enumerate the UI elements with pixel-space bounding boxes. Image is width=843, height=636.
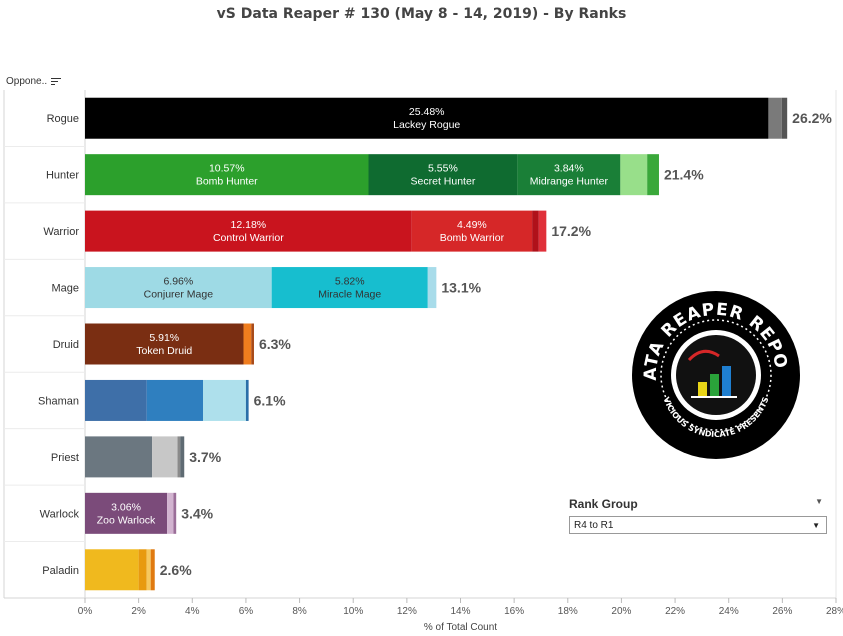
bar-segment[interactable] bbox=[85, 492, 168, 534]
bar-segment[interactable] bbox=[146, 549, 151, 591]
segment-value-label: 5.82% bbox=[335, 276, 365, 288]
rank-group-filter: Rank Group ▼ R4 to R1 ▼ bbox=[569, 497, 827, 534]
x-tick-label: 16% bbox=[504, 606, 524, 617]
bar-segment[interactable] bbox=[177, 436, 181, 478]
category-label-shaman: Shaman bbox=[38, 395, 79, 407]
bar-segment[interactable] bbox=[411, 210, 533, 252]
chart-title: vS Data Reaper # 130 (May 8 - 14, 2019) … bbox=[216, 6, 627, 22]
rank-group-value: R4 to R1 bbox=[574, 519, 614, 531]
x-tick-label: 4% bbox=[185, 606, 200, 617]
bar-segment[interactable] bbox=[152, 436, 178, 478]
bar-segment[interactable] bbox=[173, 492, 177, 534]
bar-segment[interactable] bbox=[138, 549, 147, 591]
bar-segment[interactable] bbox=[517, 154, 621, 196]
x-tick-label: 10% bbox=[343, 606, 363, 617]
category-label-warlock: Warlock bbox=[40, 508, 80, 520]
segment-value-label: 10.57% bbox=[209, 163, 245, 175]
category-label-paladin: Paladin bbox=[42, 565, 79, 577]
segment-value-label: 5.91% bbox=[149, 332, 179, 344]
bar-segment[interactable] bbox=[368, 154, 518, 196]
segment-archetype-label: Midrange Hunter bbox=[530, 176, 609, 188]
bar-segment[interactable] bbox=[85, 379, 147, 421]
data-reaper-logo: DATA REAPER REPORT VICIOUS SYNDICATE PRE… bbox=[631, 290, 800, 459]
bar-segment[interactable] bbox=[781, 97, 788, 139]
sort-descending-icon[interactable] bbox=[51, 77, 62, 86]
bar-total-label: 6.3% bbox=[259, 336, 291, 352]
category-label-warrior: Warrior bbox=[43, 226, 79, 238]
segment-archetype-label: Zoo Warlock bbox=[97, 514, 156, 526]
x-tick-label: 24% bbox=[719, 606, 739, 617]
x-tick-label: 20% bbox=[611, 606, 631, 617]
x-tick-label: 28% bbox=[826, 606, 843, 617]
segment-value-label: 25.48% bbox=[409, 106, 445, 118]
segment-archetype-label: Miracle Mage bbox=[318, 289, 381, 301]
segment-archetype-label: Secret Hunter bbox=[411, 176, 476, 188]
bar-segment[interactable] bbox=[271, 267, 428, 309]
bar-total-label: 13.1% bbox=[441, 280, 481, 296]
bar-total-label: 17.2% bbox=[551, 223, 591, 239]
bar-segment[interactable] bbox=[251, 323, 254, 365]
category-label-hunter: Hunter bbox=[46, 170, 79, 182]
bar-total-label: 3.7% bbox=[189, 449, 221, 465]
segment-archetype-label: Token Druid bbox=[136, 345, 192, 357]
bar-segment[interactable] bbox=[167, 492, 174, 534]
column-header-label: Oppone.. bbox=[6, 76, 48, 87]
x-tick-label: 12% bbox=[397, 606, 417, 617]
x-tick-label: 14% bbox=[450, 606, 470, 617]
bar-segment[interactable] bbox=[85, 549, 139, 591]
bar-segment[interactable] bbox=[150, 549, 155, 591]
segment-archetype-label: Lackey Rogue bbox=[393, 119, 460, 131]
rank-group-label: Rank Group bbox=[569, 497, 638, 511]
bar-segment[interactable] bbox=[620, 154, 648, 196]
bar-segment[interactable] bbox=[243, 323, 252, 365]
bar-segment[interactable] bbox=[85, 436, 153, 478]
bar-segment[interactable] bbox=[85, 154, 369, 196]
bar-segment[interactable] bbox=[245, 379, 249, 421]
x-tick-label: 0% bbox=[78, 606, 93, 617]
category-label-druid: Druid bbox=[53, 339, 79, 351]
bar-total-label: 6.1% bbox=[254, 392, 286, 408]
x-tick-label: 2% bbox=[131, 606, 146, 617]
x-tick-label: 26% bbox=[772, 606, 792, 617]
bar-segment[interactable] bbox=[203, 379, 246, 421]
segment-value-label: 5.55% bbox=[428, 163, 458, 175]
bar-segment[interactable] bbox=[85, 97, 769, 139]
bar-segment[interactable] bbox=[85, 323, 244, 365]
bar-segment[interactable] bbox=[427, 267, 437, 309]
bar-segment[interactable] bbox=[85, 210, 412, 252]
bar-segment[interactable] bbox=[85, 267, 272, 309]
filter-menu-icon[interactable]: ▼ bbox=[815, 497, 823, 506]
bar-total-label: 26.2% bbox=[792, 110, 832, 126]
chevron-down-icon: ▼ bbox=[812, 520, 820, 530]
bar-segment[interactable] bbox=[768, 97, 782, 139]
segment-value-label: 12.18% bbox=[231, 219, 267, 231]
bar-segment[interactable] bbox=[532, 210, 539, 252]
segment-archetype-label: Bomb Warrior bbox=[440, 232, 505, 244]
category-label-priest: Priest bbox=[51, 452, 79, 464]
bar-segment[interactable] bbox=[180, 436, 185, 478]
segment-archetype-label: Conjurer Mage bbox=[144, 289, 214, 301]
bar-segment[interactable] bbox=[647, 154, 659, 196]
bar-total-label: 2.6% bbox=[160, 562, 192, 578]
segment-archetype-label: Control Warrior bbox=[213, 232, 284, 244]
bar-total-label: 3.4% bbox=[181, 505, 213, 521]
segment-value-label: 3.84% bbox=[554, 163, 584, 175]
segment-value-label: 6.96% bbox=[163, 276, 193, 288]
x-tick-label: 8% bbox=[292, 606, 307, 617]
segment-value-label: 4.49% bbox=[457, 219, 487, 231]
bar-segment[interactable] bbox=[146, 379, 204, 421]
category-label-rogue: Rogue bbox=[47, 113, 79, 125]
column-header[interactable]: Oppone.. bbox=[6, 76, 62, 87]
bar-segment[interactable] bbox=[538, 210, 547, 252]
segment-value-label: 3.06% bbox=[111, 501, 141, 513]
x-axis-title: % of Total Count bbox=[424, 622, 497, 633]
x-tick-label: 18% bbox=[558, 606, 578, 617]
segment-archetype-label: Bomb Hunter bbox=[196, 176, 258, 188]
bar-total-label: 21.4% bbox=[664, 167, 704, 183]
x-tick-label: 22% bbox=[665, 606, 685, 617]
rank-group-select[interactable]: R4 to R1 ▼ bbox=[569, 516, 827, 534]
x-tick-label: 6% bbox=[239, 606, 254, 617]
category-label-mage: Mage bbox=[51, 283, 79, 295]
